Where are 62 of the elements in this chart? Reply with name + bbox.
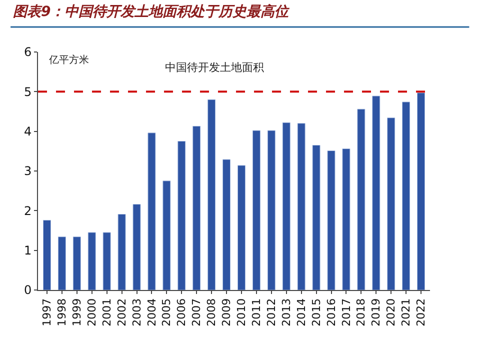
bar [327,150,336,290]
bar [417,92,426,290]
x-tick-label: 2000 [85,298,98,326]
bar [387,118,396,290]
y-tick-label: 6 [24,45,32,60]
bar [208,99,216,290]
x-tick-label: 2004 [145,298,158,326]
y-tick-label: 5 [24,84,32,99]
x-tick-label: 2018 [354,298,368,326]
bar [222,159,231,290]
chart-title: 图表9：中国待开发土地面积处于历史最高位 [13,3,291,20]
x-tick-label: 2003 [130,298,144,326]
x-tick-label: 2022 [414,298,428,326]
bar [402,102,410,290]
x-tick-label: 2001 [100,298,114,326]
x-tick-label: 2014 [294,298,308,326]
x-tick-label: 2016 [324,298,338,326]
x-tick-label: 2015 [310,298,323,326]
x-tick-label: 1999 [70,298,84,326]
x-tick-label: 2011 [250,298,264,326]
x-tick-label: 2019 [370,298,383,326]
bar [58,236,66,290]
bar [297,123,306,290]
x-tick-label: 2020 [384,298,398,326]
y-tick-label: 1 [24,244,32,258]
bar [312,144,320,290]
bar [148,132,156,290]
bar [372,96,380,290]
bar [162,180,171,290]
x-tick-label: 2008 [205,298,218,326]
bar [267,130,276,290]
x-tick-label: 2009 [220,298,234,326]
bar [118,214,126,290]
bar [102,232,111,290]
x-tick-label: 2010 [235,298,248,326]
bar [342,148,350,290]
y-tick-label: 3 [24,164,32,178]
y-tick-label: 4 [24,124,32,139]
x-tick-label: 2021 [400,298,413,326]
x-tick-label: 2013 [280,298,293,326]
x-tick-label: 2002 [115,298,128,326]
bar [42,220,51,290]
bar [178,141,186,290]
bar [132,204,141,290]
x-tick-label: 2006 [175,298,188,326]
text: 中国待开发土地面积 [165,61,264,74]
y-axis-title: 亿平方米 [48,54,89,66]
bar [192,126,201,290]
x-tick-label: 2017 [340,298,353,326]
y-tick-label: 0 [24,283,32,298]
x-tick-label: 1997 [40,298,54,326]
x-tick-label: 2007 [190,298,204,326]
x-tick-label: 1998 [56,298,69,326]
bar [237,165,246,290]
bar [72,236,81,290]
y-tick-label: 2 [24,204,32,218]
x-tick-label: 2005 [160,298,174,326]
bar [282,122,290,290]
bar [357,108,366,290]
bar [252,130,260,290]
bar [88,232,96,290]
x-tick-label: 2012 [264,298,278,326]
